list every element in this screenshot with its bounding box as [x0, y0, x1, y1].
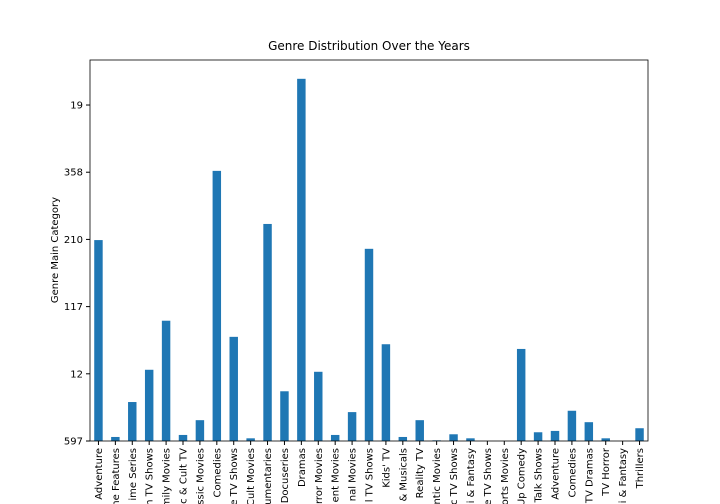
y-tick-label: 210 — [64, 235, 83, 246]
x-tick-label: i & Fantasy — [466, 448, 477, 503]
bar — [94, 240, 103, 441]
x-tick-label: me Features — [111, 448, 122, 504]
x-tick-label: Dramas — [297, 448, 308, 487]
x-tick-label: n TV Shows — [145, 448, 156, 504]
bar — [466, 438, 475, 441]
x-tick-label: Adventure — [551, 448, 562, 500]
bar — [584, 422, 594, 441]
x-tick-label: Talk Shows — [534, 448, 545, 504]
x-tick-label: Thrillers — [635, 448, 646, 489]
x-tick-label: e TV Shows — [483, 448, 494, 504]
bar — [178, 434, 188, 441]
x-tick-label: Up Comedy — [517, 448, 528, 504]
x-tick-label: ent Movies — [331, 448, 342, 502]
bar — [280, 391, 289, 441]
x-tick-label: e TV Shows — [229, 448, 240, 504]
bar — [415, 420, 424, 441]
bar — [314, 371, 323, 441]
x-tick-label: ntic Movies — [432, 448, 443, 504]
bar — [111, 436, 120, 441]
y-axis-label: Genre Main Category — [50, 197, 61, 303]
x-tick-label: ssic Movies — [195, 448, 206, 504]
bar — [195, 420, 205, 441]
x-tick-label: Comedies — [567, 448, 578, 497]
bar — [229, 336, 238, 441]
x-tick-label: Kids' TV — [381, 448, 392, 488]
y-tick-label: 117 — [64, 302, 83, 313]
x-tick-label: TV Dramas — [584, 448, 595, 504]
x-tick-label: Comedies — [212, 448, 223, 497]
x-tick-label: umentaries — [263, 448, 274, 504]
x-tick-label: Cult Movies — [246, 448, 257, 504]
y-tick-label: 597 — [64, 437, 83, 448]
y-tick-label: 12 — [70, 369, 83, 380]
x-tick-label: mily Movies — [162, 448, 173, 504]
bar — [128, 402, 137, 441]
x-tick-label: Reality TV — [415, 448, 426, 498]
x-tick-label: c & Cult TV — [179, 448, 190, 504]
x-tick-label: ports Movies — [500, 448, 511, 504]
bar — [212, 170, 222, 441]
bar — [550, 430, 560, 441]
x-tick-label: TV Horror — [601, 447, 612, 497]
x-tick-label: l TV Shows — [365, 448, 376, 502]
x-tick-label: rror Movies — [314, 448, 325, 504]
plot-frame — [89, 59, 649, 442]
x-tick-label: Docuseries — [280, 448, 291, 503]
bar — [144, 369, 154, 441]
x-tick-label: c TV Shows — [449, 448, 460, 504]
bar — [246, 438, 255, 441]
bar — [330, 434, 340, 441]
bar — [516, 348, 526, 441]
bar — [297, 78, 306, 441]
bar — [601, 438, 610, 441]
x-tick-label: ime Series — [128, 448, 139, 501]
x-tick-label: & Musicals — [398, 448, 409, 502]
bar — [161, 320, 171, 441]
bar — [263, 223, 272, 441]
y-tick-label: 19 — [70, 101, 83, 112]
x-tick-label: Adventure — [94, 448, 105, 500]
bar — [381, 344, 391, 441]
bar — [347, 412, 357, 441]
bar — [635, 428, 644, 441]
bar — [364, 248, 374, 441]
bar — [398, 436, 408, 441]
bar — [533, 432, 543, 441]
bar — [449, 434, 458, 441]
bar — [567, 410, 577, 441]
chart-title: Genre Distribution Over the Years — [268, 39, 470, 53]
x-tick-label: nal Movies — [348, 448, 359, 501]
x-tick-label: i & Fantasy — [618, 448, 629, 503]
y-tick-label: 358 — [64, 168, 83, 179]
